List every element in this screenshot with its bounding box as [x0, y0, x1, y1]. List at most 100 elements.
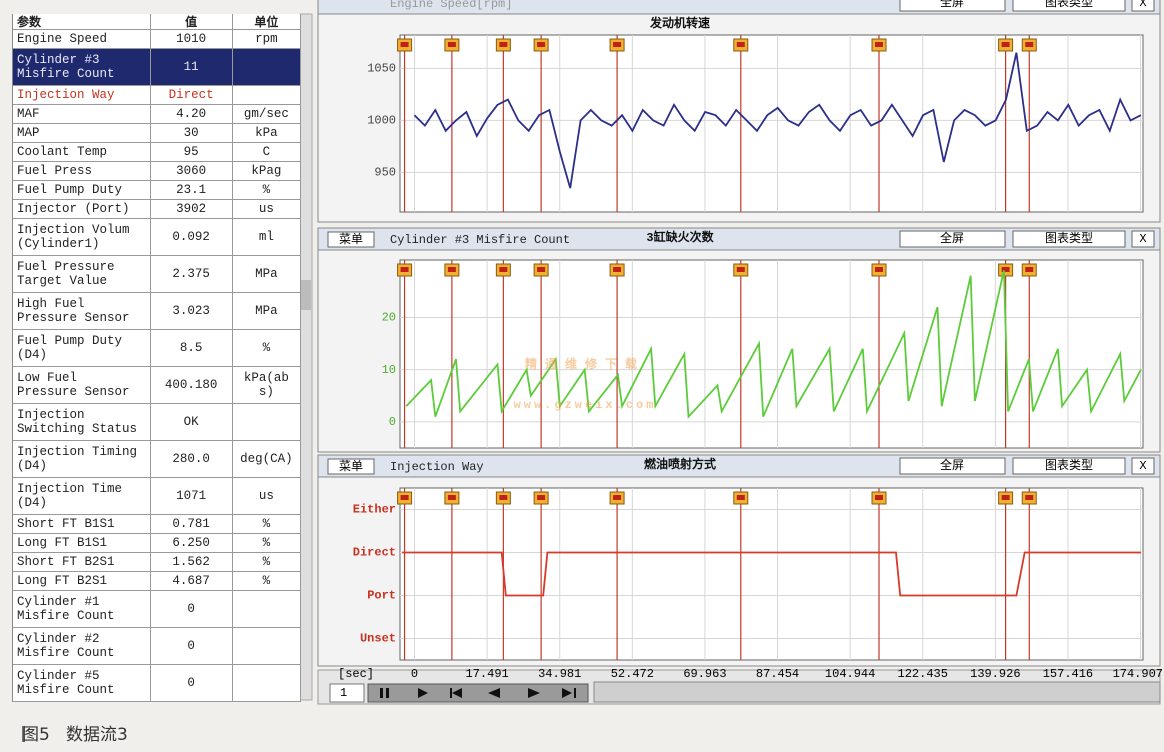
menu-button[interactable] [327, 458, 375, 475]
table-header: 参数值单位 [13, 14, 301, 30]
param-name: Pressure Sensor [17, 311, 130, 325]
fullscreen-button[interactable] [899, 457, 1006, 475]
chart-type-label: 图表类型 [1045, 458, 1093, 473]
param-name: Injection Time [17, 482, 123, 496]
param-name: Long FT B1S1 [17, 536, 108, 550]
name-cell: Coolant Temp [13, 143, 151, 161]
unit-cell [233, 591, 301, 627]
menu-button[interactable] [327, 231, 375, 248]
table-row: Cylinder #5 Misfire Count 0 [13, 665, 301, 702]
name-cell: Fuel Press [13, 162, 151, 180]
plot-area [399, 34, 1144, 213]
param-unit: C [262, 145, 271, 159]
value-cell: 3902 [151, 200, 233, 218]
fullscreen-button[interactable] [899, 0, 1006, 12]
param-value: 0.092 [172, 230, 210, 244]
table-row: Fuel Pressure Target Value 2.375 MPa [13, 256, 301, 293]
param-value: 1010 [176, 32, 207, 46]
param-name: Target Value [17, 274, 108, 288]
table-row: Short FT B1S1 0.781% [13, 515, 301, 534]
table-row: Low Fuel Pressure Sensor 400.180 kPa(abs) [13, 367, 301, 404]
unit-cell: % [233, 181, 301, 199]
param-value: 1.562 [172, 555, 210, 569]
scroll-thumb[interactable] [301, 280, 311, 310]
param-unit: gm/sec [243, 107, 289, 121]
fullscreen-button[interactable] [899, 230, 1006, 248]
unit-cell [233, 665, 301, 701]
scrollbar[interactable] [299, 13, 313, 701]
param-name: Injection Way [17, 88, 115, 102]
value-cell: 400.180 [151, 367, 233, 403]
param-value: 0 [187, 676, 195, 690]
value-cell: 3060 [151, 162, 233, 180]
name-cell: MAF [13, 105, 151, 123]
step-forward-icon [562, 688, 576, 698]
name-cell: Injection Switching Status [13, 404, 151, 440]
table-row: Cylinder #2 Misfire Count 0 [13, 628, 301, 665]
close-button[interactable] [1131, 0, 1155, 12]
series-line [405, 270, 1142, 419]
transport-buttons[interactable] [367, 683, 589, 703]
y-tick-label: Unset [360, 632, 396, 646]
unit-cell: kPag [233, 162, 301, 180]
chart-type-button[interactable] [1012, 457, 1126, 475]
param-name: Cylinder #2 [17, 632, 100, 646]
name-cell: Injection Time (D4) [13, 478, 151, 514]
fullscreen-label: 全屏 [940, 230, 964, 246]
unit-cell: us [233, 200, 301, 218]
event-flag-icon [400, 495, 409, 500]
timeline[interactable] [593, 681, 1161, 703]
unit-cell: ml [233, 219, 301, 255]
value-cell: 2.375 [151, 256, 233, 292]
event-flag-icon [447, 267, 456, 272]
param-name: (D4) [17, 348, 48, 362]
event-flag-icon [613, 267, 622, 272]
series-line [402, 551, 1141, 597]
y-tick-label: Either [353, 503, 396, 517]
name-cell: Long FT B1S1 [13, 534, 151, 552]
x-tick-label: 87.454 [756, 667, 799, 681]
name-cell: High Fuel Pressure Sensor [13, 293, 151, 329]
name-cell: Cylinder #5 Misfire Count [13, 665, 151, 701]
event-flag-icon [537, 267, 546, 272]
speed-spinner[interactable] [329, 683, 365, 703]
panel-title: 3缸缺火次数 [646, 229, 714, 245]
event-flag-icon [1001, 42, 1010, 47]
param-value: 30 [183, 126, 199, 140]
close-button[interactable] [1131, 457, 1155, 475]
event-flag-icon [1001, 495, 1010, 500]
table-row: MAF 4.20 gm/sec [13, 105, 301, 124]
name-cell: Long FT B2S1 [13, 572, 151, 590]
panel-title: 发动机转速 [649, 15, 710, 31]
menu-label: 菜单 [339, 459, 363, 474]
unit-cell: deg(CA) [233, 441, 301, 477]
param-value: 6.250 [172, 536, 210, 550]
table-row: Cylinder #1 Misfire Count 0 [13, 591, 301, 628]
event-flag-icon [613, 495, 622, 500]
chart-type-label: 图表类型 [1045, 0, 1093, 10]
param-unit: us [258, 202, 274, 216]
table-row: Injection Way Direct [13, 86, 301, 105]
param-name: Short FT B2S1 [17, 555, 115, 569]
param-value: 3902 [176, 202, 207, 216]
param-unit: % [262, 536, 271, 550]
panel-name: Cylinder #3 Misfire Count [390, 233, 570, 247]
panel-title: 燃油喷射方式 [644, 456, 716, 472]
close-button[interactable] [1131, 230, 1155, 248]
unit-cell: % [233, 330, 301, 366]
chart-type-button[interactable] [1012, 0, 1126, 12]
header-cell: 单位 [233, 14, 301, 29]
event-flag-icon [400, 42, 409, 47]
event-flag-icon [499, 495, 508, 500]
value-cell: 4.20 [151, 105, 233, 123]
table-row: Long FT B2S1 4.687% [13, 572, 301, 591]
param-name: High Fuel [17, 297, 85, 311]
table-row: Injector (Port) 3902 us [13, 200, 301, 219]
event-flag-icon [875, 495, 884, 500]
chart-type-button[interactable] [1012, 230, 1126, 248]
value-cell: 4.687 [151, 572, 233, 590]
param-unit: ml [258, 230, 274, 244]
param-unit: deg(CA) [240, 452, 293, 466]
rewind-icon [488, 688, 500, 698]
